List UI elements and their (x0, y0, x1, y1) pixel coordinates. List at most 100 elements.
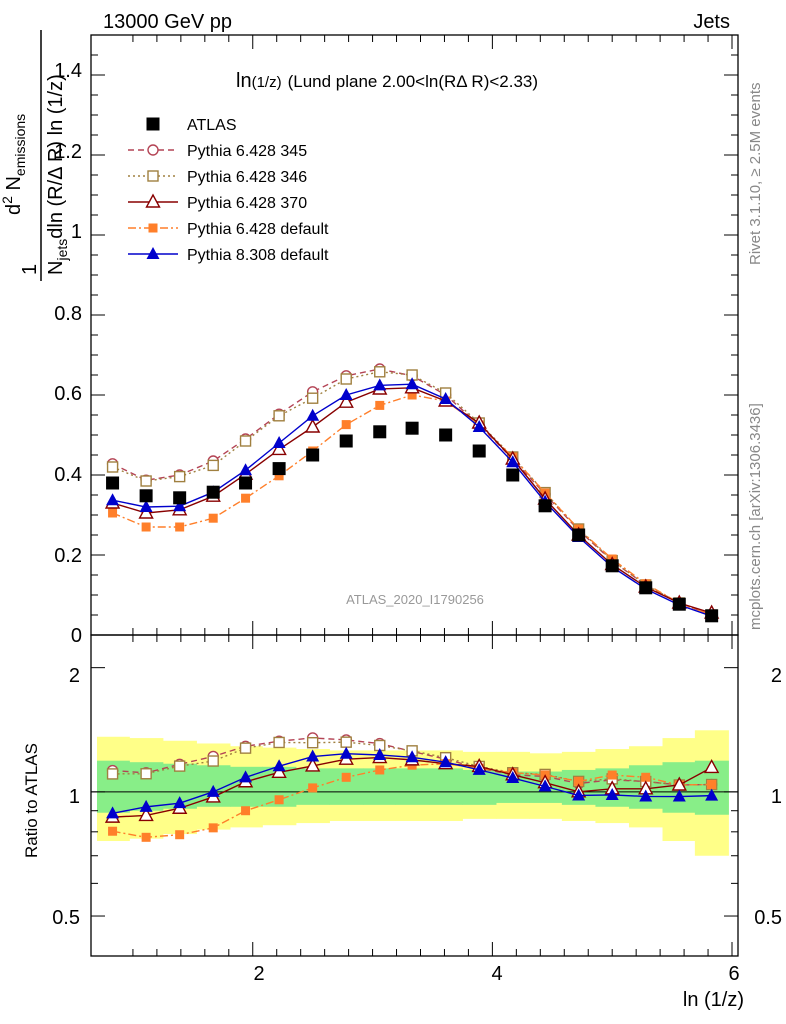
legend: ATLAS Pythia 6.428 345 Pythia 6.428 346 Pyt… (128, 117, 329, 264)
data-point (273, 410, 285, 422)
annotation-rest: (Lund plane 2.00<ln(RΔ R)<2.33) (288, 72, 538, 91)
ratio-point (341, 772, 351, 782)
ratio-point (272, 759, 286, 772)
y-tick-label: 0 (71, 625, 82, 647)
data-point (472, 420, 486, 432)
x-tick-label: 4 (491, 963, 502, 985)
x-tick-label: 2 (253, 963, 264, 985)
ratio-y-tick-label-right: 1 (771, 786, 782, 808)
series-atlas (106, 421, 719, 623)
beam-label: 13000 GeV pp (103, 11, 232, 33)
data-point (306, 408, 320, 421)
legend-label: Pythia 8.308 default (187, 247, 329, 264)
legend-entry: Pythia 6.428 default (128, 221, 329, 238)
annotation-main: ln (236, 70, 252, 92)
data-point (306, 392, 319, 404)
data-point (108, 508, 118, 518)
ratio-y-tick-label: 0.5 (52, 907, 80, 929)
ratio-stat-band (395, 768, 430, 805)
ratio-axis-label: Ratio to ATLAS (22, 743, 41, 858)
legend-marker (147, 170, 159, 182)
ratio-point (373, 747, 387, 760)
y-tick-label: 1.4 (54, 60, 82, 82)
ratio-y-tick-label: 1 (69, 786, 80, 808)
data-point (208, 513, 218, 523)
ratio-stat-band (462, 769, 497, 805)
ratio-point (173, 796, 187, 809)
legend-label: Pythia 6.428 345 (187, 143, 307, 160)
ratio-point (339, 746, 353, 759)
ratio-point (572, 788, 586, 801)
data-point (439, 392, 453, 404)
ratio-point (274, 795, 284, 805)
legend-entry: Pythia 6.428 346 (128, 169, 307, 186)
legend-marker (148, 223, 158, 233)
data-point (472, 444, 486, 458)
ratio-point (141, 832, 151, 842)
series-pythia-6-428-370 (104, 379, 720, 619)
ratio-point (239, 742, 252, 754)
ratio-point (340, 736, 352, 748)
data-point (605, 559, 619, 573)
ratio-point (306, 737, 319, 749)
ratio-point (538, 779, 552, 792)
ylabel-denominator: Njetsdln (R/Δ R) ln (1/z) (45, 74, 70, 275)
legend-marker (147, 144, 159, 156)
data-point (241, 493, 251, 503)
data-point (106, 461, 119, 473)
legend-entry: ATLAS (146, 117, 237, 134)
ratio-point (574, 776, 584, 786)
data-point (173, 491, 187, 505)
data-point (339, 388, 353, 400)
data-point (106, 476, 120, 490)
data-point (272, 462, 286, 476)
ratio-point (207, 755, 219, 767)
data-point (206, 485, 220, 499)
ratio-stat-band (428, 768, 463, 805)
ratio-point (306, 749, 320, 762)
data-point (341, 420, 351, 430)
ratio-point (173, 760, 186, 772)
ratio-point (308, 783, 318, 793)
ratio-point (607, 770, 617, 780)
process-label: Jets (693, 11, 730, 33)
data-point (672, 597, 686, 611)
ratio-point (405, 750, 419, 763)
data-point (639, 581, 653, 595)
data-point (506, 455, 520, 468)
ratio-point (139, 799, 153, 812)
legend-entry: Pythia 6.428 370 (128, 193, 307, 212)
series-pythia-6-428-346 (106, 366, 718, 621)
data-point (373, 425, 387, 439)
ylabel-numerator-one: 1 (19, 264, 41, 275)
data-point (304, 418, 321, 433)
ratio-point (140, 768, 152, 780)
y-tick-label: 1.2 (54, 141, 82, 163)
ratio-point (506, 771, 520, 784)
data-point (272, 436, 286, 448)
mcplots-label: mcplots.cern.ch [arXiv:1306.3436] (747, 403, 764, 630)
y-tick-label: 0.4 (54, 464, 82, 486)
legend-entry: Pythia 8.308 default (128, 247, 329, 264)
ratio-point (439, 755, 453, 768)
legend-marker (146, 247, 160, 259)
ratio-point (304, 757, 321, 772)
y-axis-label: 1 Njetsdln (R/Δ R) ln (1/z) d2 Nemission… (0, 30, 70, 281)
ratio-point (175, 830, 185, 840)
data-point (207, 459, 219, 472)
x-axis-label: ln (1/z) (683, 989, 744, 1011)
rivet-label: Rivet 3.1.10, ≥ 2.5M events (747, 83, 764, 266)
ratio-point (703, 758, 720, 774)
ratio-point (375, 765, 385, 775)
legend-marker (145, 193, 161, 208)
data-point (572, 528, 586, 542)
data-point (373, 378, 387, 391)
data-point (239, 435, 252, 447)
y-tick-label: 1 (71, 221, 82, 243)
ratio-point (641, 772, 651, 782)
ylabel-numerator: d2 Nemissions (0, 114, 28, 215)
data-point (339, 434, 353, 448)
y-tick-label: 0.6 (54, 383, 82, 405)
y-tick-label: 0.8 (54, 303, 82, 325)
ratio-point (271, 763, 287, 778)
